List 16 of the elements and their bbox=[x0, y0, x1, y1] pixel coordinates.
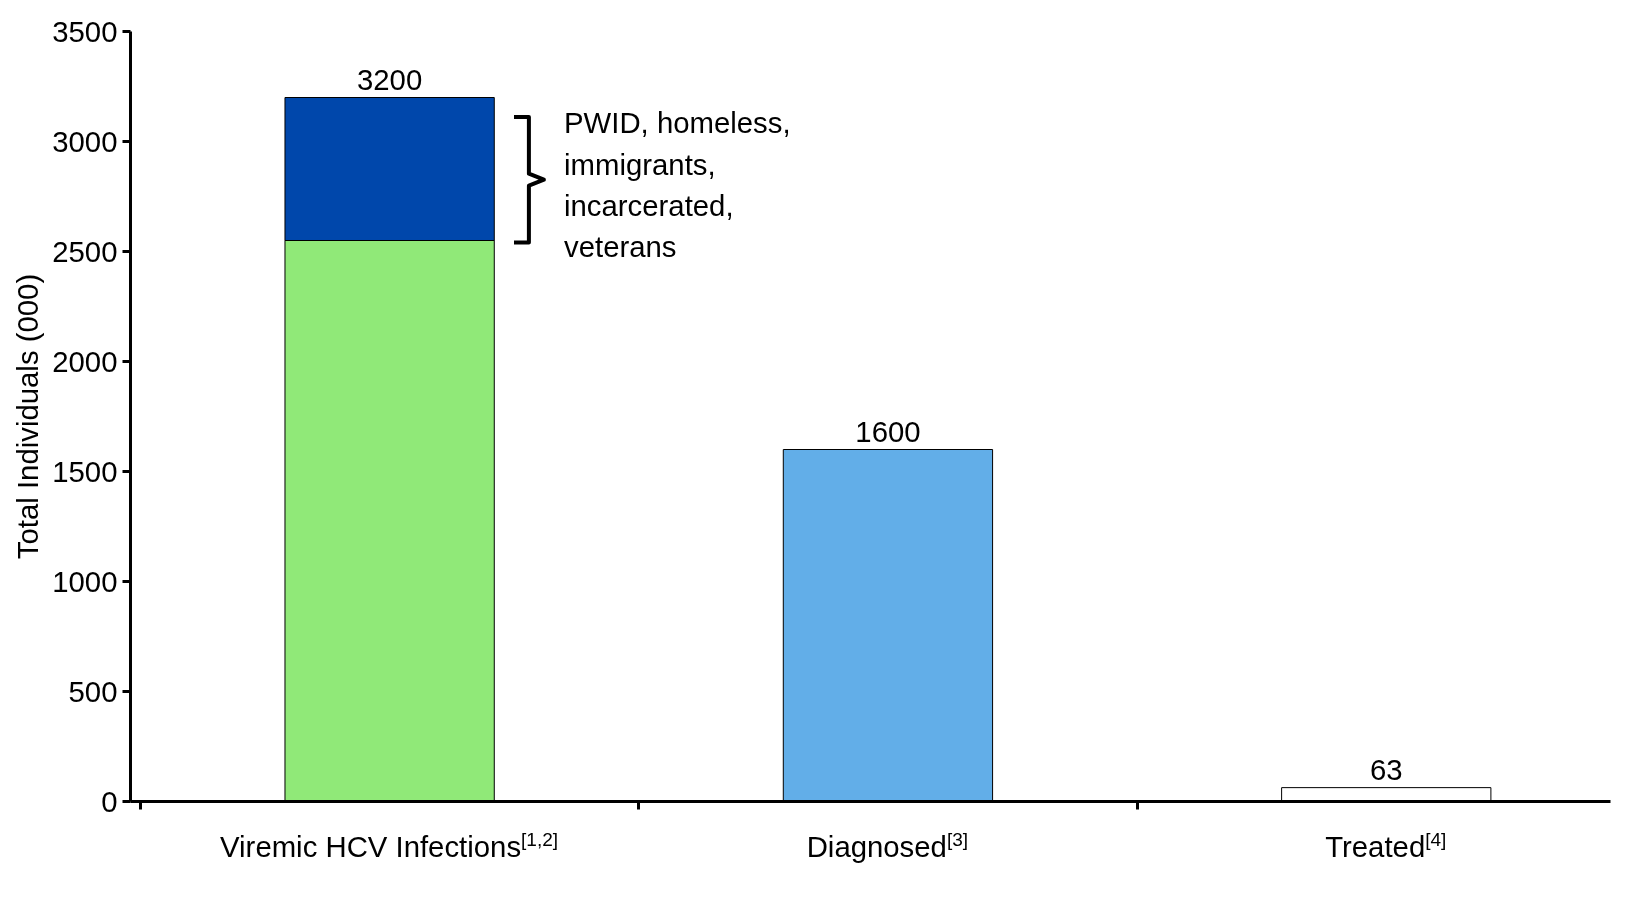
y-tick-label: 500 bbox=[68, 674, 118, 708]
total-label: 63 bbox=[1369, 752, 1403, 786]
y-tick-label: 1500 bbox=[52, 454, 118, 488]
x-tick-label: Viremic HCV Infections$^{[1,2]}$ bbox=[220, 828, 559, 865]
y-tick-label: 1000 bbox=[52, 564, 118, 598]
total-label: 3200 bbox=[357, 62, 423, 96]
total-label: 1600 bbox=[855, 414, 921, 448]
y-tick-label: 2500 bbox=[52, 234, 118, 268]
y-tick-label: 2000 bbox=[52, 344, 118, 378]
x-tick-label: Treated$^{[4]}$ bbox=[1325, 828, 1447, 865]
y-axis-title: Total Individuals (000) bbox=[11, 273, 45, 560]
annotation: PWID, homeless, immigrants, incarcerated, veterans bbox=[564, 106, 791, 264]
y-tick-label: 0 bbox=[101, 784, 118, 818]
y-tick-label: 3500 bbox=[52, 14, 118, 48]
x-tick-label: Diagnosed$^{[3]}$ bbox=[806, 828, 969, 865]
y-tick-label: 3000 bbox=[52, 124, 118, 158]
